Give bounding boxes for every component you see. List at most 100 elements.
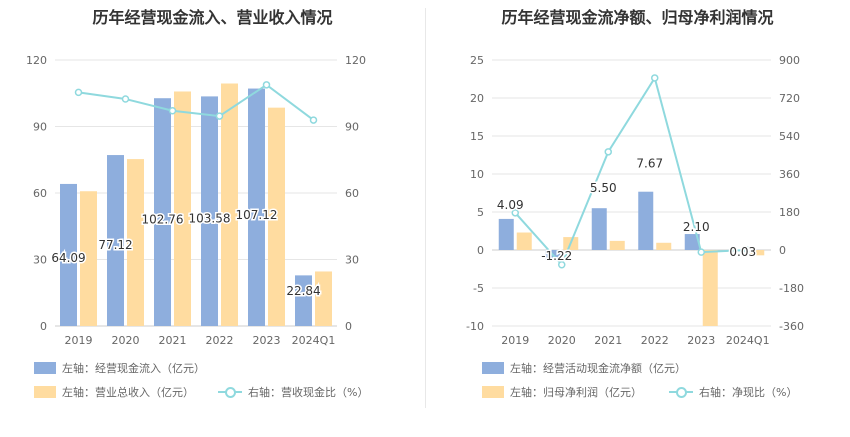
bar-series-1 bbox=[154, 98, 171, 326]
data-label: 2.10 bbox=[683, 220, 710, 234]
data-label: 102.76 bbox=[142, 212, 184, 226]
bar-series-1 bbox=[107, 155, 124, 326]
legend-label: 左轴：经营现金流入（亿元） bbox=[62, 362, 205, 375]
left-axis-tick-label: -5 bbox=[473, 282, 484, 295]
x-axis-tick-label: 2022 bbox=[641, 334, 669, 347]
line-point bbox=[309, 116, 318, 124]
right-axis-tick-label: 900 bbox=[779, 54, 800, 67]
bar-series-2 bbox=[127, 159, 144, 326]
chart-title: 历年经营现金流入、营业收入情况 bbox=[92, 8, 333, 27]
right-axis-tick-label: 60 bbox=[345, 187, 359, 200]
legend-item-cash-inflow[interactable]: 左轴：经营现金流入（亿元） bbox=[34, 360, 205, 376]
left-chart-panel: 历年经营现金流入、营业收入情况 0 30 60 90 120 0 30 60 90 120 2019… bbox=[26, 8, 368, 400]
legend-line-swatch bbox=[669, 386, 693, 398]
right-axis-tick-label: 120 bbox=[345, 54, 366, 67]
legend-label: 左轴：归母净利润（亿元） bbox=[510, 386, 642, 399]
right-axis-tick-label: 90 bbox=[345, 121, 359, 134]
bar-series-1 bbox=[201, 96, 218, 326]
left-axis-tick-label: 25 bbox=[470, 54, 484, 67]
legend-swatch bbox=[482, 362, 504, 374]
bar-series-2 bbox=[609, 240, 625, 250]
data-label: 103.58 bbox=[189, 212, 231, 226]
x-axis-tick-label: 2019 bbox=[501, 334, 529, 347]
bar-series-2 bbox=[268, 107, 285, 327]
legend-label: 右轴：净现比（%） bbox=[699, 386, 798, 399]
left-axis-tick-label: 30 bbox=[33, 254, 47, 267]
bar-series-2 bbox=[221, 83, 238, 326]
left-axis-tick-label: -10 bbox=[466, 320, 484, 333]
x-axis-tick-label: 2022 bbox=[206, 334, 234, 347]
bar-series-2 bbox=[315, 271, 332, 326]
x-axis-tick-label: 2020 bbox=[548, 334, 576, 347]
x-axis-tick-label: 2021 bbox=[159, 334, 187, 347]
right-axis-tick-label: 0 bbox=[345, 320, 352, 333]
bar-series-2 bbox=[749, 250, 765, 256]
data-label: 77.12 bbox=[98, 238, 132, 252]
legend-line-swatch bbox=[218, 386, 242, 398]
x-axis-tick-label: 2023 bbox=[687, 334, 715, 347]
data-label: -1.22 bbox=[541, 249, 572, 263]
bar-series-2 bbox=[174, 91, 191, 326]
right-axis-tick-label: 30 bbox=[345, 254, 359, 267]
left-axis-tick-label: 120 bbox=[26, 54, 47, 67]
left-axis-tick-label: 0 bbox=[477, 244, 484, 257]
right-chart-panel: 历年经营现金流净额、归母净利润情况 -10 -5 0 5 10 15 20 25 -360 -18… bbox=[425, 0, 850, 437]
legend-item-net-cash-ratio[interactable]: 右轴：净现比（%） bbox=[669, 384, 797, 400]
right-axis-tick-label: 0 bbox=[779, 244, 786, 257]
legend-item-revenue[interactable]: 左轴：营业总收入（亿元） bbox=[34, 384, 194, 400]
data-label: 22.84 bbox=[286, 284, 320, 298]
line-point bbox=[697, 248, 705, 256]
bar-series-2 bbox=[702, 250, 718, 326]
left-axis-tick-label: 10 bbox=[470, 168, 484, 181]
line-point bbox=[215, 112, 224, 120]
left-axis-tick-label: 20 bbox=[470, 92, 484, 105]
bar-series-1 bbox=[684, 234, 700, 250]
bar-series-2 bbox=[80, 191, 97, 326]
line-point bbox=[262, 81, 271, 89]
chart-title: 历年经营现金流净额、归母净利润情况 bbox=[501, 8, 774, 27]
line-point bbox=[121, 95, 130, 103]
left-axis-tick-label: 0 bbox=[40, 320, 47, 333]
x-axis-tick-label: 2019 bbox=[65, 334, 93, 347]
bar-series-1 bbox=[248, 88, 265, 327]
bar-series-1 bbox=[638, 191, 654, 250]
line-point bbox=[651, 74, 659, 82]
data-label: 64.09 bbox=[51, 251, 85, 265]
legend-swatch bbox=[34, 386, 56, 398]
line-series bbox=[78, 83, 315, 121]
right-axis-tick-label: 180 bbox=[779, 206, 800, 219]
data-label: 7.67 bbox=[636, 157, 663, 171]
x-axis-tick-label: 2024Q1 bbox=[726, 334, 770, 347]
legend-label: 右轴：营收现金比（%） bbox=[248, 386, 369, 399]
line-point bbox=[604, 148, 612, 156]
line-point bbox=[168, 107, 177, 115]
legend-item-net-cash[interactable]: 左轴：经营活动现金流净额（亿元） bbox=[482, 360, 686, 376]
bar-series-2 bbox=[656, 242, 672, 250]
right-axis-tick-label: -180 bbox=[779, 282, 804, 295]
x-axis-tick-label: 2020 bbox=[112, 334, 140, 347]
right-axis-tick-label: -360 bbox=[779, 320, 804, 333]
x-axis-tick-label: 2023 bbox=[253, 334, 281, 347]
legend-swatch bbox=[34, 362, 56, 374]
bar-series-1 bbox=[60, 183, 77, 326]
line-point bbox=[74, 88, 83, 97]
left-axis-tick-label: 15 bbox=[470, 130, 484, 143]
left-axis-tick-label: 90 bbox=[33, 121, 47, 134]
data-label: 107.12 bbox=[236, 208, 278, 222]
legend-item-net-profit[interactable]: 左轴：归母净利润（亿元） bbox=[482, 384, 642, 400]
bar-series-2 bbox=[516, 232, 532, 250]
line-point bbox=[511, 209, 519, 217]
left-chart-svg: 0 30 60 90 120 0 30 60 90 120 2019 2020 2021 2022 2023… bbox=[26, 54, 366, 347]
data-label: 4.09 bbox=[497, 198, 524, 212]
bar-series-1 bbox=[498, 218, 514, 250]
right-axis-tick-label: 360 bbox=[779, 168, 800, 181]
data-label: 0.03 bbox=[729, 245, 756, 259]
line-series bbox=[514, 75, 748, 267]
right-chart-svg: -10 -5 0 5 10 15 20 25 -360 -180 0 180 360 540 720 900 2… bbox=[466, 54, 804, 347]
line-point bbox=[558, 261, 566, 269]
bar-series-1 bbox=[295, 275, 312, 326]
left-axis-tick-label: 60 bbox=[33, 187, 47, 200]
legend-label: 左轴：经营活动现金流净额（亿元） bbox=[510, 362, 686, 375]
legend-item-ratio[interactable]: 右轴：营收现金比（%） bbox=[218, 384, 368, 400]
x-axis-tick-label: 2024Q1 bbox=[292, 334, 336, 347]
